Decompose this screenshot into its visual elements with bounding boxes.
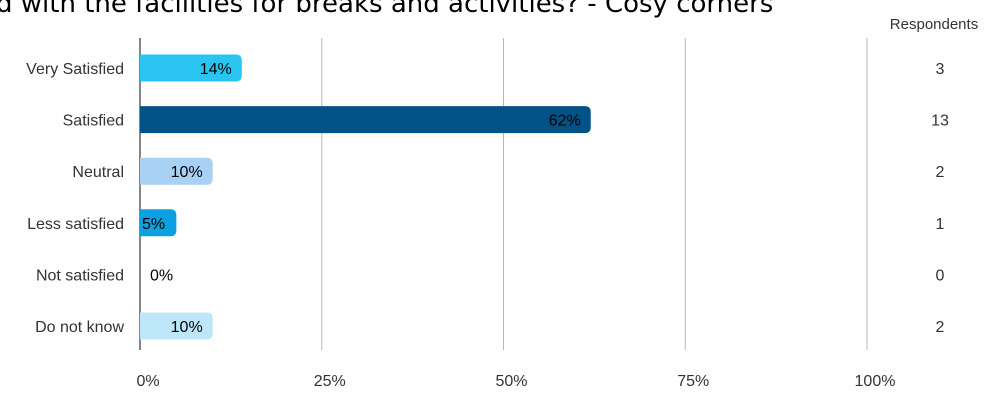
x-tick-label: 0% [136, 373, 159, 390]
x-tick-label: 25% [314, 373, 346, 390]
category-label: Less satisfied [27, 216, 124, 233]
respondent-count: 2 [936, 164, 945, 181]
bar-value-label: 10% [171, 319, 203, 336]
x-tick-label: 75% [677, 373, 709, 390]
respondent-count: 1 [936, 216, 945, 233]
bar [140, 209, 177, 237]
respondent-count: 2 [936, 319, 945, 336]
category-label: Very Satisfied [26, 61, 124, 78]
category-label: Satisfied [63, 113, 124, 130]
x-tick-label: 50% [495, 373, 527, 390]
respondent-count: 0 [936, 267, 945, 284]
respondent-count: 13 [931, 113, 949, 130]
respondent-count: 3 [936, 61, 945, 78]
bar-value-label: 10% [171, 164, 203, 181]
x-tick-label: 100% [855, 373, 896, 390]
bars [140, 54, 591, 340]
bar [140, 157, 213, 185]
bar [140, 312, 213, 340]
category-label: Not satisfied [36, 267, 124, 284]
bar-value-label: 0% [150, 267, 173, 284]
labels: 0% 25% 50% 75% 100%Very Satisfied 14% 3Satisfi… [26, 61, 949, 390]
bar [140, 54, 242, 82]
category-label: Neutral [72, 164, 124, 181]
bar-value-label: 14% [200, 61, 232, 78]
bar-value-label: 5% [142, 216, 165, 233]
bar-value-label: 62% [549, 113, 581, 130]
bar [140, 106, 591, 134]
grid [139, 38, 868, 350]
respondents-header: Respondents [890, 16, 978, 33]
category-label: Do not know [35, 319, 124, 336]
chart-title: d with the facilities for breaks and act… [0, 0, 773, 19]
